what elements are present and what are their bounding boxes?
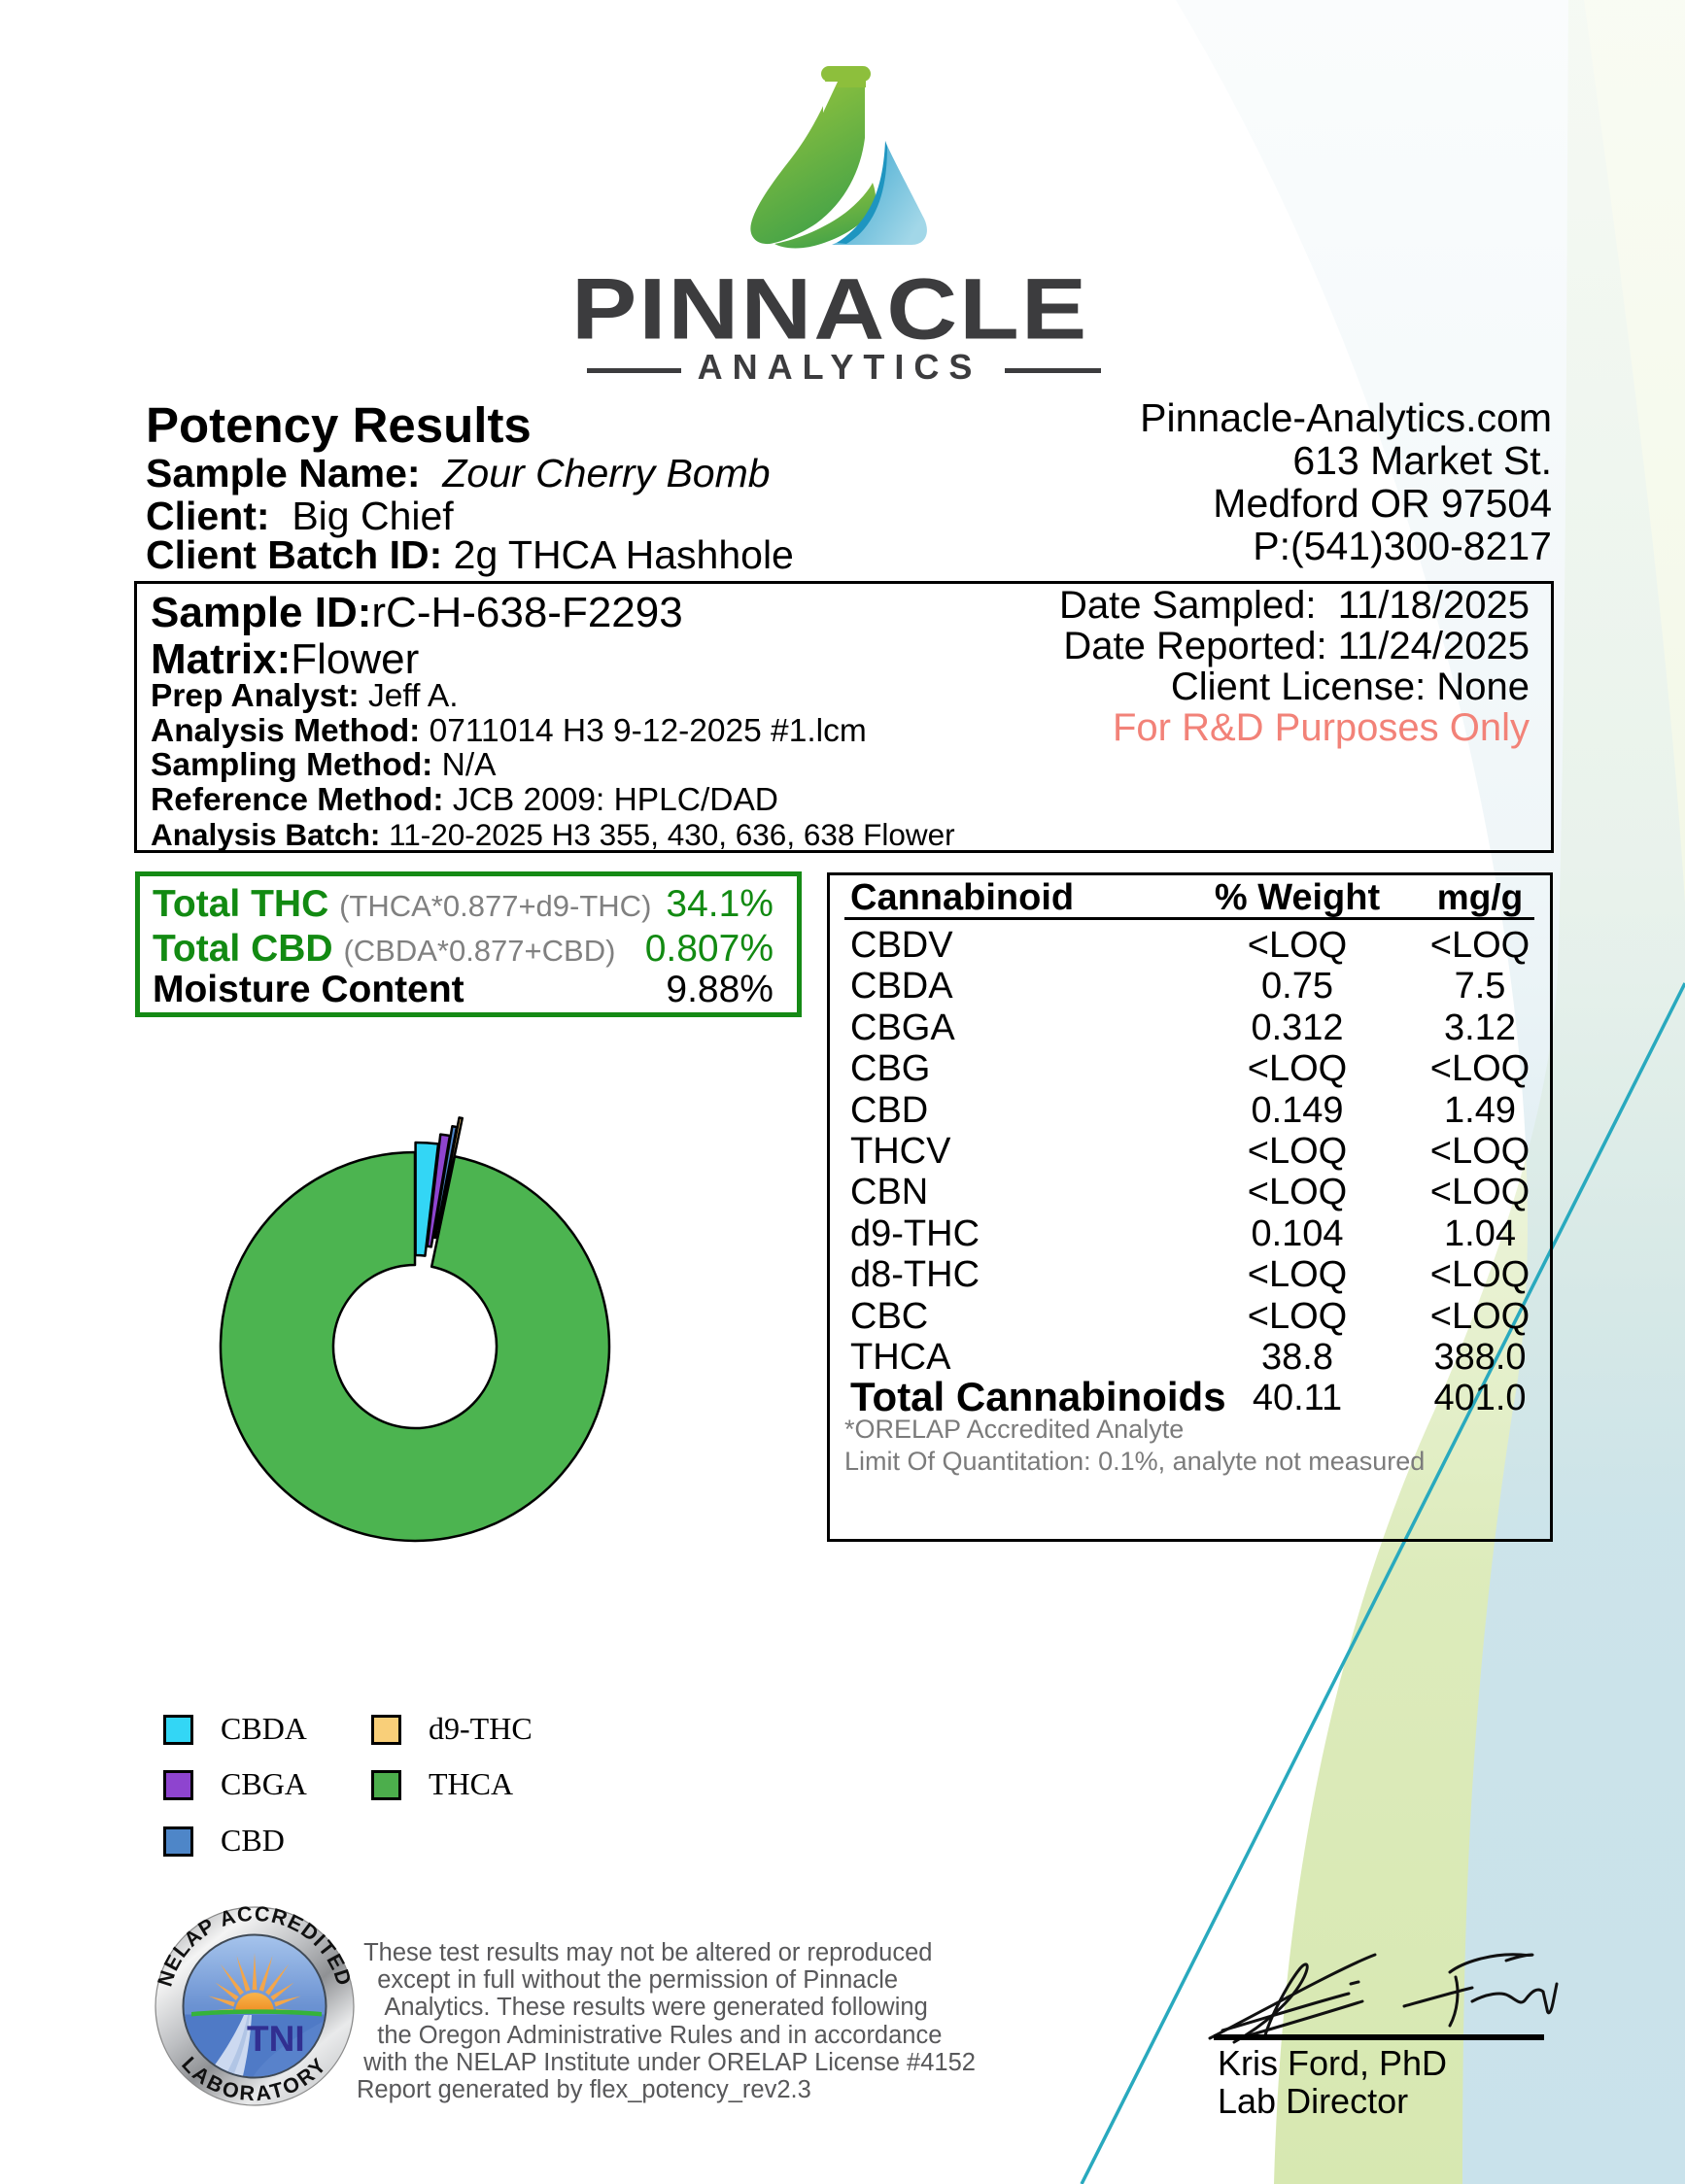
svg-text:TNI: TNI bbox=[247, 2019, 305, 2059]
